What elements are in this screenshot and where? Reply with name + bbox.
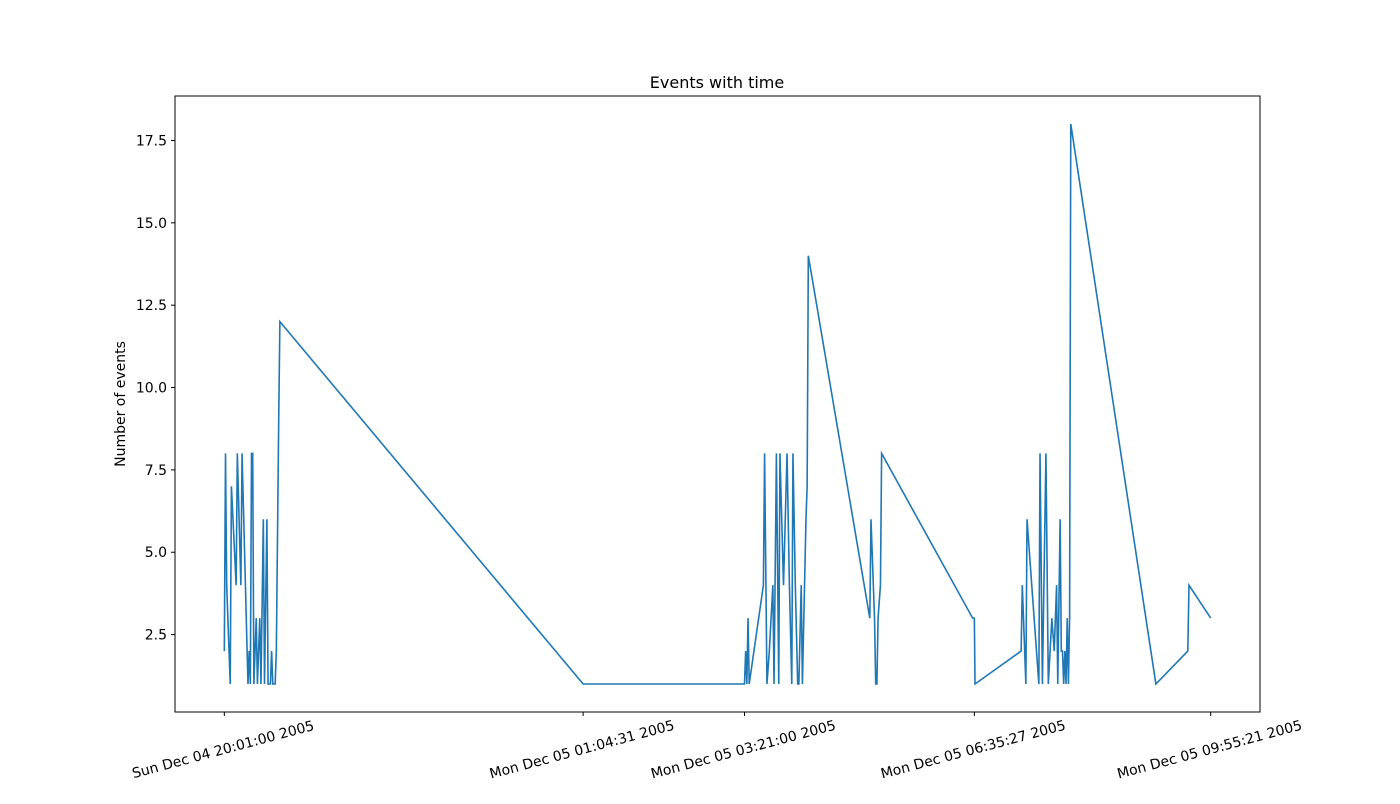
y-tick-label: 17.5 [136,133,167,149]
y-tick-label: 5.0 [145,545,167,561]
y-tick-label: 12.5 [136,298,167,314]
y-tick-label: 15.0 [136,216,167,232]
chart-title: Events with time [650,73,784,92]
plot-frame [174,95,1261,713]
data-line [223,123,1212,686]
y-tick-label: 7.5 [145,463,167,479]
y-tick-label: 10.0 [136,381,167,397]
y-axis-label: Number of events [113,341,129,467]
y-tick-label: 2.5 [145,628,167,644]
